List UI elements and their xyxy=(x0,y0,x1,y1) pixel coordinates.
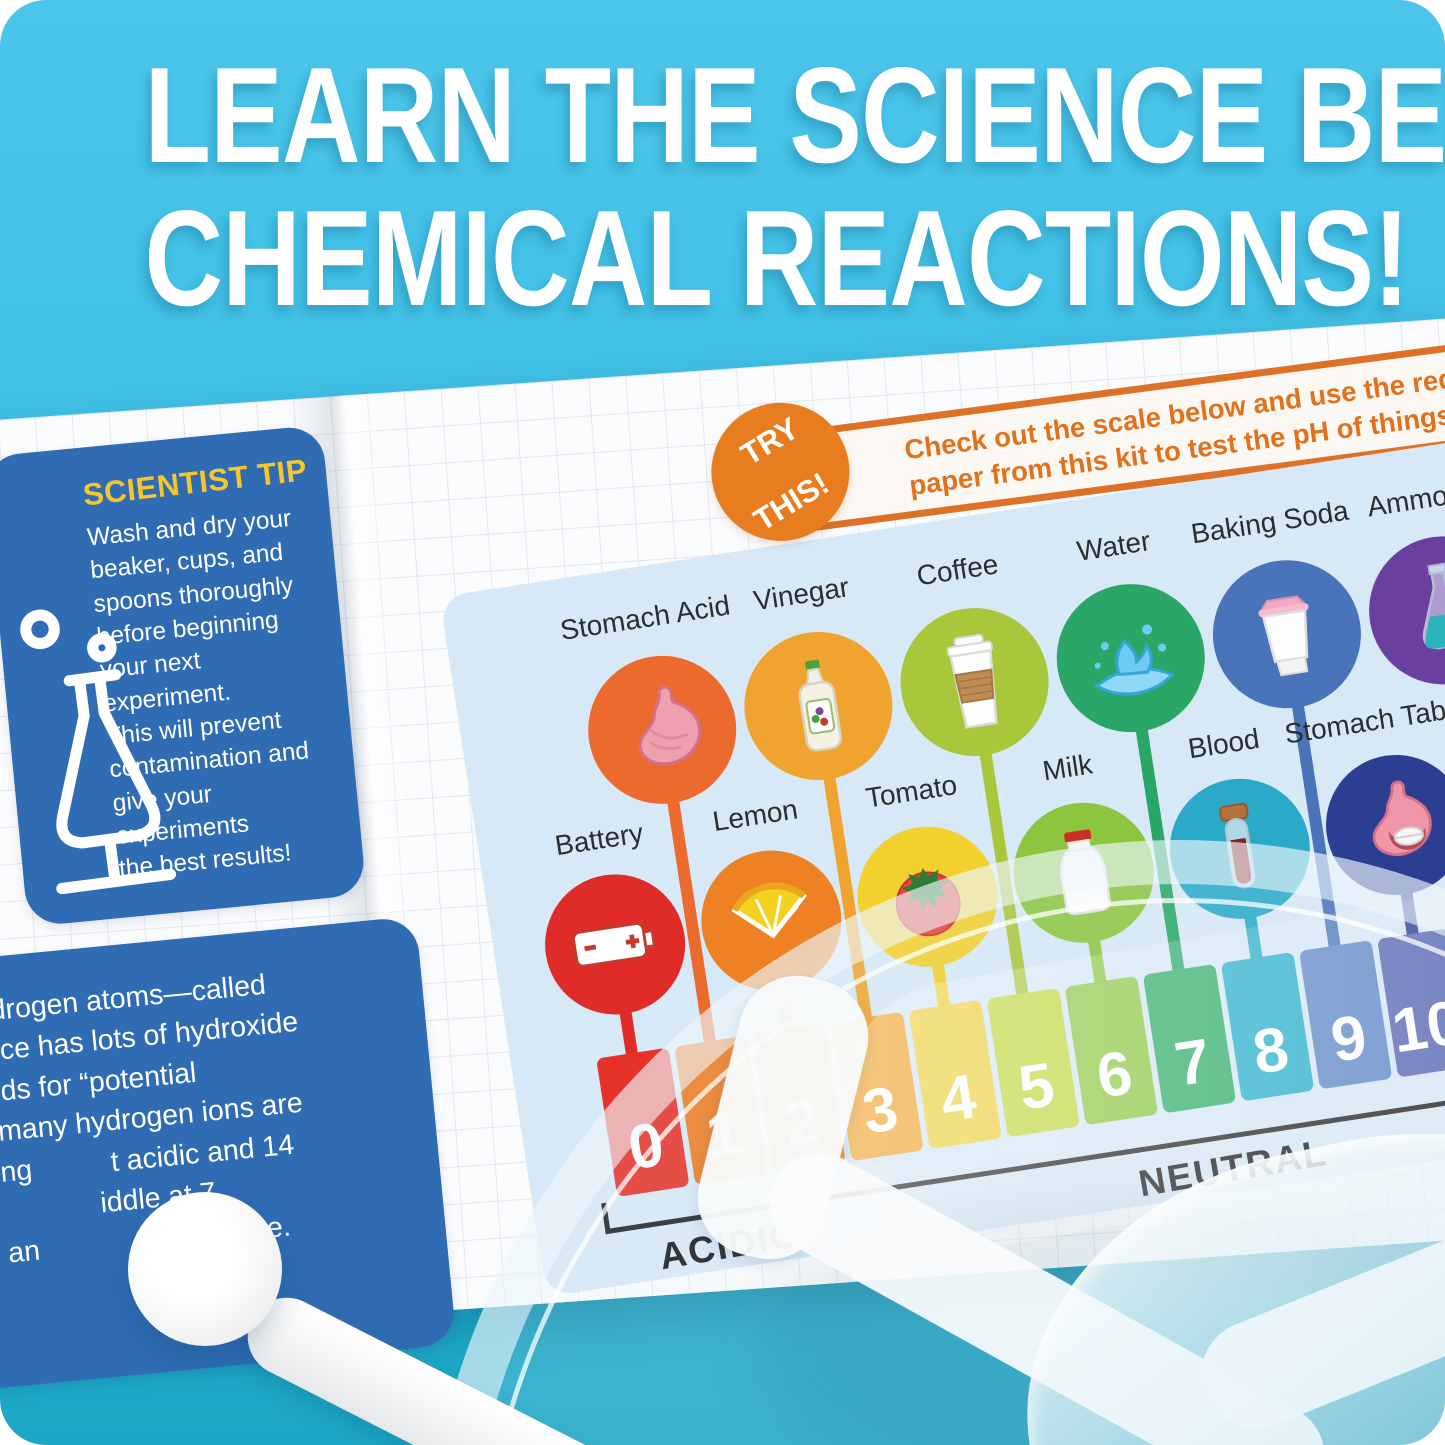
stomach-tablet-icon xyxy=(1316,745,1445,905)
lemon-icon xyxy=(691,840,852,1001)
try-this-badge-text: TRY THIS! xyxy=(734,410,835,538)
headline: LEARN THE SCIENCE BEHIND CHEMICAL REACTI… xyxy=(0,44,1445,330)
vinegar-bottle-icon xyxy=(734,621,903,791)
stomach-icon xyxy=(577,645,747,815)
coffee-cup-icon xyxy=(890,597,1059,767)
flask-icon xyxy=(12,589,182,904)
headline-line-1: LEARN THE SCIENCE BEHIND xyxy=(144,39,1445,191)
ph-item-label: Ammonia xyxy=(1365,473,1445,523)
battery-icon xyxy=(535,864,695,1025)
ammonia-flask-icon xyxy=(1358,526,1445,695)
water-splash-icon xyxy=(1046,573,1216,743)
spoon-bowl-highlight xyxy=(150,1214,260,1324)
headline-line-2: CHEMICAL REACTIONS! xyxy=(144,181,1410,334)
baking-soda-icon xyxy=(1202,549,1372,719)
